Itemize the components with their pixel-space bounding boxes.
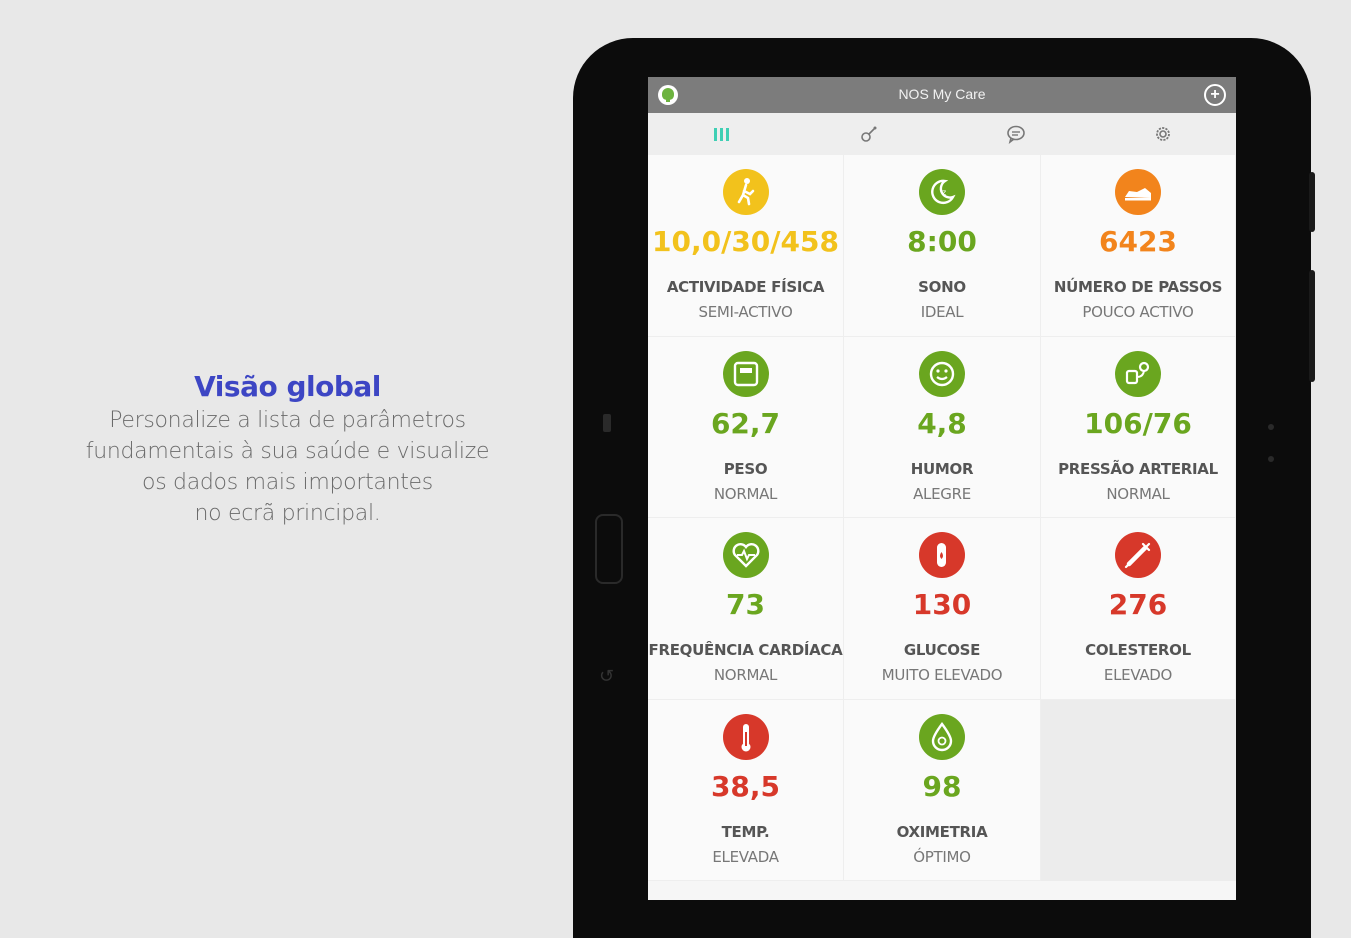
scale-icon <box>722 350 769 397</box>
metric-label: SONO <box>918 278 966 296</box>
metric-label: HUMOR <box>910 459 974 478</box>
metric-label: COLESTEROL <box>1085 641 1191 659</box>
smiley-icon <box>919 350 965 397</box>
svg-text:z: z <box>942 188 946 197</box>
tab-dashboard[interactable] <box>648 113 795 155</box>
metric-card-oximetria[interactable]: 98 OXIMETRIA ÓPTIMO <box>844 699 1041 881</box>
metric-status: IDEAL <box>920 303 964 321</box>
promo-block: Visão global Personalize a lista de parâ… <box>40 370 535 529</box>
volume-key[interactable] <box>1309 172 1315 232</box>
syringe-icon <box>1115 532 1161 578</box>
metric-value: 106/76 <box>1084 406 1192 440</box>
metrics-grid: 10,0/30/458 ACTIVIDADE FÍSICA SEMI-ACTIV… <box>648 155 1236 881</box>
finger-drop-icon <box>919 532 965 578</box>
metric-value: 276 <box>1108 588 1168 621</box>
metric-label: FREQUÊNCIA CARDÍACA <box>648 641 843 659</box>
metric-value: 98 <box>922 769 962 803</box>
tab-settings[interactable] <box>1089 113 1236 155</box>
back-key-icon[interactable]: ↺ <box>599 666 615 687</box>
app-bar: NOS My Care + <box>648 77 1236 113</box>
metric-card-sono[interactable]: z 8:00 SONO IDEAL <box>844 155 1041 337</box>
metric-value: 73 <box>726 588 765 621</box>
power-key[interactable] <box>1309 270 1315 382</box>
metric-value: 62,7 <box>710 406 781 440</box>
metric-status: ALEGRE <box>913 484 971 503</box>
tab-bar <box>648 113 1236 155</box>
app-title: NOS My Care <box>898 86 986 102</box>
menu-key[interactable] <box>603 414 611 432</box>
app-screen: NOS My Care + <box>648 77 1236 900</box>
metric-card-glucose[interactable]: 130 GLUCOSE MUITO ELEVADO <box>844 518 1041 700</box>
add-button[interactable]: + <box>1204 84 1226 106</box>
metric-label: TEMP. <box>721 822 770 841</box>
metric-status: ELEVADA <box>712 847 779 866</box>
metric-value: 8:00 <box>907 225 977 258</box>
thermometer-icon <box>722 713 769 760</box>
metric-card-atividade[interactable]: 10,0/30/458 ACTIVIDADE FÍSICA SEMI-ACTIV… <box>648 155 844 337</box>
sensor-dot <box>1268 456 1274 462</box>
grid-icon <box>713 128 729 141</box>
promo-line: Personalize a lista de parâmetros <box>109 408 466 433</box>
metric-status: ELEVADO <box>1103 666 1173 684</box>
metric-label: PESO <box>723 459 768 478</box>
metric-label: NÚMERO DE PASSOS <box>1053 278 1223 296</box>
metric-value: 4,8 <box>917 406 967 440</box>
metric-label: GLUCOSE <box>903 641 981 659</box>
promo-line: os dados mais importantes <box>142 470 433 495</box>
metric-label: PRESSÃO ARTERIAL <box>1058 459 1218 478</box>
metric-status: NORMAL <box>1106 484 1170 503</box>
metric-card-passos[interactable]: 6423 NÚMERO DE PASSOS POUCO ACTIVO <box>1041 155 1236 337</box>
app-logo-icon <box>658 85 678 105</box>
metric-status: NORMAL <box>713 666 778 684</box>
metric-card-humor[interactable]: 4,8 HUMOR ALEGRE <box>844 336 1041 518</box>
promo-line: no ecrã principal. <box>194 501 381 526</box>
metric-card-frequencia[interactable]: 73 FREQUÊNCIA CARDÍACA NORMAL <box>648 518 844 700</box>
metric-value: 38,5 <box>710 769 781 803</box>
metric-card-temp[interactable]: 38,5 TEMP. ELEVADA <box>648 699 844 881</box>
tab-measure[interactable] <box>795 113 942 155</box>
gear-icon <box>1155 127 1170 141</box>
promo-description: Personalize a lista de parâmetros fundam… <box>40 405 535 529</box>
metric-value: 10,0/30/458 <box>652 225 839 258</box>
metric-card-colesterol[interactable]: 276 COLESTEROL ELEVADO <box>1041 518 1236 700</box>
home-key[interactable] <box>595 514 623 584</box>
metric-status: SEMI-ACTIVO <box>698 303 793 321</box>
metric-status: MUITO ELEVADO <box>881 666 1003 684</box>
promo-line: fundamentais à sua saúde e visualize <box>85 439 490 464</box>
moon-icon: z <box>919 169 965 215</box>
sensor-dot <box>1268 424 1274 430</box>
heart-pulse-icon <box>722 532 769 578</box>
metric-label: ACTIVIDADE FÍSICA <box>666 278 825 296</box>
metric-card-pressao[interactable]: 106/76 PRESSÃO ARTERIAL NORMAL <box>1041 336 1236 518</box>
metric-value: 6423 <box>1099 225 1177 258</box>
promo-title: Visão global <box>194 370 381 403</box>
metric-value: 130 <box>912 588 972 621</box>
metric-status: NORMAL <box>713 484 778 503</box>
metric-status: ÓPTIMO <box>913 847 971 866</box>
tab-messages[interactable] <box>942 113 1089 155</box>
stethoscope-icon <box>860 126 876 142</box>
shoe-icon <box>1115 169 1161 215</box>
walking-person-icon <box>722 169 769 215</box>
metric-label: OXIMETRIA <box>896 822 988 841</box>
blood-pressure-icon <box>1115 350 1161 397</box>
metric-card-peso[interactable]: 62,7 PESO NORMAL <box>648 336 844 518</box>
oxygen-drop-icon <box>919 713 965 760</box>
empty-slot <box>1041 699 1236 881</box>
chat-icon <box>1006 125 1025 144</box>
metric-status: POUCO ACTIVO <box>1082 303 1194 321</box>
